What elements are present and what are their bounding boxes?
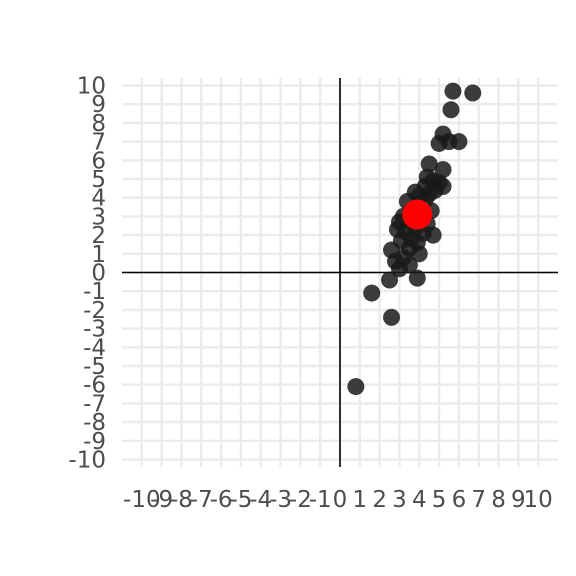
y-tick-label: -9 [83,429,106,455]
x-tick-label: 1 [352,487,367,513]
x-tick-label: -9 [150,487,173,513]
x-tick-label: 8 [491,487,506,513]
highlight-layer [402,199,433,230]
x-tick-label: 7 [471,487,486,513]
y-tick-label: 4 [91,186,106,212]
data-point [383,308,401,326]
y-tick-label: -8 [83,410,106,436]
x-tick-label: 10 [524,487,553,513]
x-tick-label: -8 [170,487,193,513]
y-tick-label: 9 [91,92,106,118]
x-tick-label: -2 [289,487,312,513]
data-point [420,155,438,173]
x-tick-label: -4 [249,487,272,513]
data-point [442,101,460,119]
y-tick-label: 8 [91,111,106,137]
y-tick-label: 6 [91,148,106,174]
y-tick-label: -3 [83,317,106,343]
x-tick-label: -1 [309,487,332,513]
highlight-point [402,199,433,230]
x-tick-label: 6 [452,487,467,513]
data-point [410,245,428,263]
y-tick-label: -2 [83,298,106,324]
x-tick-label: 9 [511,487,526,513]
y-tick-label: 7 [91,130,106,156]
x-tick-label: -3 [269,487,292,513]
y-tick-label: -7 [83,391,106,417]
x-tick-labels: -10-9-8-7-6-5-4-3-2-1 0 1 2 3 4 5 6 7 8 910 [123,487,553,513]
y-tick-label: 1 [91,242,106,268]
y-tick-label: -10 [68,448,106,474]
data-point [347,378,365,396]
y-tick-label: -5 [83,354,106,380]
x-tick-label: 0 [333,487,348,513]
x-tick-label: -7 [190,487,213,513]
y-tick-label: 3 [91,204,106,230]
data-point [424,226,442,244]
y-tick-label: 10 [77,73,106,99]
y-tick-label: 5 [91,167,106,193]
x-tick-label: 5 [432,487,447,513]
y-tick-label: -4 [83,335,106,361]
data-point [444,82,462,100]
data-point [363,284,381,302]
y-tick-label: 0 [91,261,106,287]
y-tick-label: -6 [83,373,106,399]
data-point [464,84,482,102]
data-point [381,271,399,289]
data-point [450,133,468,151]
x-tick-label: -5 [229,487,252,513]
y-tick-label: 2 [91,223,106,249]
x-tick-label: -6 [210,487,233,513]
x-tick-label: 2 [372,487,387,513]
chart-axes [122,78,558,467]
data-point [434,161,452,179]
x-tick-label: 3 [392,487,407,513]
y-tick-label: -1 [83,279,106,305]
x-tick-label: 4 [412,487,427,513]
x-tick-label: -10 [123,487,161,513]
data-point [390,260,408,278]
data-point [408,269,426,287]
